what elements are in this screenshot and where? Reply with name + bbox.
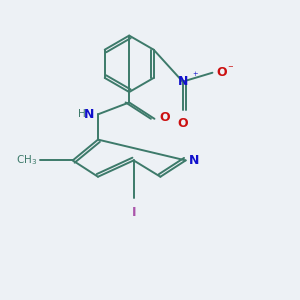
Text: O: O	[177, 117, 188, 130]
Text: CH$_3$: CH$_3$	[16, 154, 38, 167]
Text: N: N	[178, 75, 188, 88]
Text: I: I	[131, 206, 136, 220]
Text: O: O	[217, 66, 227, 79]
Text: H: H	[78, 109, 86, 119]
Text: $^{+}$: $^{+}$	[192, 71, 199, 81]
Text: N: N	[189, 154, 200, 167]
Text: $^{-}$: $^{-}$	[227, 64, 234, 74]
Text: N: N	[84, 108, 94, 121]
Text: O: O	[159, 111, 169, 124]
